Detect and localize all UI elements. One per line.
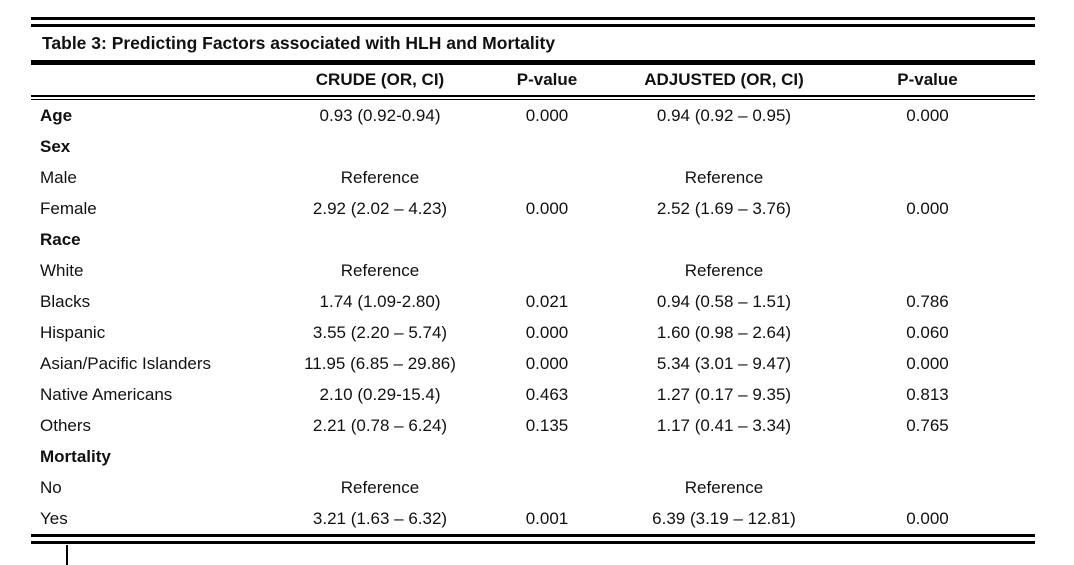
table-row: Hispanic 3.55 (2.20 – 5.74) 0.000 1.60 (… — [31, 317, 1035, 348]
table-title: Table 3: Predicting Factors associated w… — [42, 33, 556, 53]
header-divider — [31, 95, 1035, 100]
row-label-cell: White — [40, 261, 84, 280]
table-row: Male Reference Reference — [31, 162, 1035, 193]
row-label-cell: Others — [40, 416, 92, 435]
table-row: Yes 3.21 (1.63 – 6.32) 0.001 6.39 (3.19 … — [31, 503, 1035, 534]
text-cursor-icon — [66, 545, 68, 565]
row-label-cell: Blacks — [40, 292, 91, 311]
crude-or-cell: 2.21 (0.78 – 6.24) — [312, 416, 448, 435]
crude-pvalue-cell: 0.463 — [525, 385, 569, 404]
crude-pvalue-cell: 0.000 — [525, 199, 569, 218]
table-row: Mortality — [31, 441, 1035, 472]
table-row: Others 2.21 (0.78 – 6.24) 0.135 1.17 (0.… — [31, 410, 1035, 441]
adjusted-or-cell: 1.17 (0.41 – 3.34) — [656, 416, 792, 435]
adjusted-pvalue-cell: 0.060 — [906, 323, 949, 342]
crude-or-cell: 3.21 (1.63 – 6.32) — [312, 509, 448, 528]
crude-pvalue-cell: 0.000 — [525, 106, 569, 125]
crude-or-cell: 0.93 (0.92-0.94) — [319, 106, 441, 125]
row-label-cell: Sex — [40, 137, 71, 156]
adjusted-pvalue-cell: 0.000 — [906, 199, 949, 218]
table-row: Race — [31, 224, 1035, 255]
row-label-cell: Female — [40, 199, 97, 218]
row-label-cell: Male — [40, 168, 77, 187]
row-label-cell: Asian/Pacific Islanders — [40, 354, 212, 373]
adjusted-or-cell: 6.39 (3.19 – 12.81) — [652, 509, 796, 528]
row-label-cell: Yes — [40, 509, 68, 528]
row-label-cell: Age — [40, 106, 73, 125]
row-label-cell: Hispanic — [40, 323, 106, 342]
table-row: Native Americans 2.10 (0.29-15.4) 0.463 … — [31, 379, 1035, 410]
table-row: Asian/Pacific Islanders 11.95 (6.85 – 29… — [31, 348, 1035, 379]
adjusted-or-cell: Reference — [684, 168, 764, 187]
adjusted-pvalue-cell: 0.000 — [906, 354, 949, 373]
row-label-cell: No — [40, 478, 62, 497]
adjusted-pvalue-cell: 0.000 — [906, 509, 949, 528]
adjusted-pvalue-cell: 0.765 — [906, 416, 949, 435]
crude-or-cell: 11.95 (6.85 – 29.86) — [304, 354, 456, 373]
adjusted-or-cell: 1.60 (0.98 – 2.64) — [656, 323, 792, 342]
header-crude-pvalue: P-value — [516, 70, 578, 89]
adjusted-or-cell: 1.27 (0.17 – 9.35) — [656, 385, 792, 404]
adjusted-or-cell: 0.94 (0.92 – 0.95) — [656, 106, 792, 125]
adjusted-or-cell: 2.52 (1.69 – 3.76) — [656, 199, 792, 218]
crude-pvalue-cell: 0.021 — [525, 292, 569, 311]
row-label-cell: Mortality — [40, 447, 111, 466]
table-body: Age 0.93 (0.92-0.94) 0.000 0.94 (0.92 – … — [31, 100, 1035, 534]
results-table: Table 3: Predicting Factors associated w… — [31, 17, 1035, 544]
crude-or-cell: 3.55 (2.20 – 5.74) — [312, 323, 448, 342]
title-divider — [31, 60, 1035, 65]
table-row: No Reference Reference — [31, 472, 1035, 503]
table-row: White Reference Reference — [31, 255, 1035, 286]
crude-pvalue-cell: 0.135 — [525, 416, 569, 435]
crude-pvalue-cell: 0.000 — [525, 354, 569, 373]
adjusted-or-cell: Reference — [684, 261, 764, 280]
crude-or-cell: 2.92 (2.02 – 4.23) — [312, 199, 448, 218]
crude-or-cell: Reference — [340, 261, 420, 280]
table-top-border — [31, 17, 1035, 27]
header-crude-or-ci: CRUDE (OR, CI) — [315, 70, 445, 89]
adjusted-pvalue-cell: 0.000 — [906, 106, 949, 125]
crude-or-cell: Reference — [340, 168, 420, 187]
adjusted-or-cell: 0.94 (0.58 – 1.51) — [656, 292, 792, 311]
crude-or-cell: Reference — [340, 478, 420, 497]
row-label-cell: Native Americans — [40, 385, 173, 404]
table-row: Blacks 1.74 (1.09-2.80) 0.021 0.94 (0.58… — [31, 286, 1035, 317]
table-row: Sex — [31, 131, 1035, 162]
table-row: Female 2.92 (2.02 – 4.23) 0.000 2.52 (1.… — [31, 193, 1035, 224]
adjusted-pvalue-cell: 0.786 — [906, 292, 949, 311]
table-row: Age 0.93 (0.92-0.94) 0.000 0.94 (0.92 – … — [31, 100, 1035, 131]
crude-pvalue-cell: 0.000 — [525, 323, 569, 342]
adjusted-pvalue-cell: 0.813 — [906, 385, 949, 404]
row-label-cell: Race — [40, 230, 81, 249]
crude-pvalue-cell: 0.001 — [525, 509, 569, 528]
header-adjusted-pvalue: P-value — [897, 70, 958, 89]
adjusted-or-cell: Reference — [684, 478, 764, 497]
table-header-row: CRUDE (OR, CI) P-value ADJUSTED (OR, CI)… — [31, 65, 1035, 95]
header-adjusted-or-ci: ADJUSTED (OR, CI) — [644, 70, 804, 89]
crude-or-cell: 2.10 (0.29-15.4) — [319, 385, 441, 404]
crude-or-cell: 1.74 (1.09-2.80) — [319, 292, 441, 311]
table-bottom-border — [31, 534, 1035, 544]
adjusted-or-cell: 5.34 (3.01 – 9.47) — [656, 354, 792, 373]
